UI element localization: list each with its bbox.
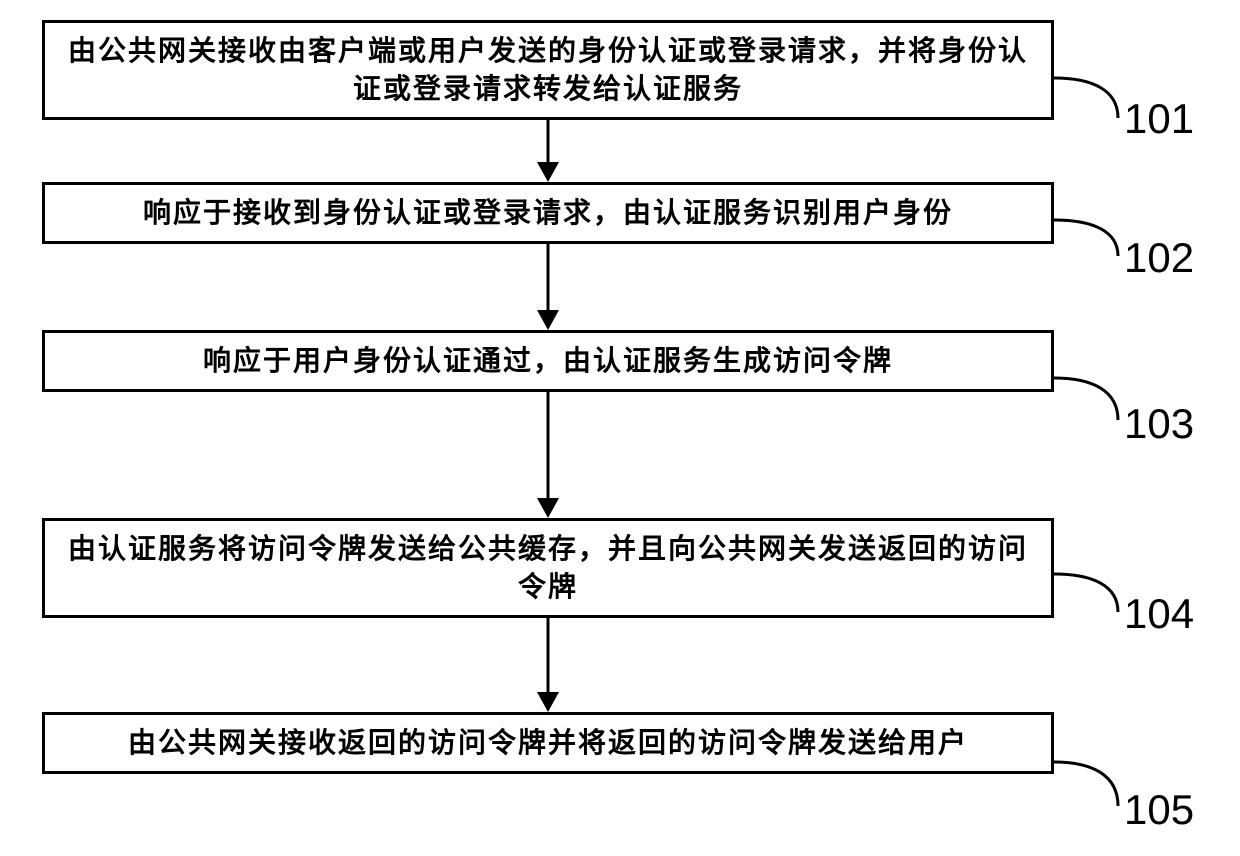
flow-node-n1: 由公共网关接收由客户端或用户发送的身份认证或登录请求，并将身份认证或登录请求转发… bbox=[42, 20, 1054, 120]
callout-n3 bbox=[1050, 374, 1122, 424]
callout-n5 bbox=[1050, 758, 1122, 810]
arrow-n3-n4 bbox=[528, 392, 568, 518]
flow-label-101: 101 bbox=[1124, 95, 1194, 143]
flow-node-n2: 响应于接收到身份认证或登录请求，由认证服务识别用户身份 bbox=[42, 182, 1054, 244]
flow-node-text-n2: 响应于接收到身份认证或登录请求，由认证服务识别用户身份 bbox=[143, 194, 953, 232]
arrow-n2-n3 bbox=[528, 244, 568, 330]
flow-node-n3: 响应于用户身份认证通过，由认证服务生成访问令牌 bbox=[42, 330, 1054, 392]
arrow-n1-n2 bbox=[528, 120, 568, 182]
flow-node-text-n1: 由公共网关接收由客户端或用户发送的身份认证或登录请求，并将身份认证或登录请求转发… bbox=[65, 32, 1031, 108]
flow-label-105: 105 bbox=[1124, 786, 1194, 834]
arrow-n4-n5 bbox=[528, 618, 568, 712]
callout-n4 bbox=[1050, 570, 1122, 616]
callout-n2 bbox=[1050, 216, 1122, 260]
flow-label-104: 104 bbox=[1124, 590, 1194, 638]
flow-node-text-n4: 由认证服务将访问令牌发送给公共缓存，并且向公共网关发送返回的访问令牌 bbox=[65, 530, 1031, 606]
flow-node-n5: 由公共网关接收返回的访问令牌并将返回的访问令牌发送给用户 bbox=[42, 712, 1054, 774]
callout-n1 bbox=[1050, 74, 1122, 122]
flow-label-102: 102 bbox=[1124, 234, 1194, 282]
flow-node-n4: 由认证服务将访问令牌发送给公共缓存，并且向公共网关发送返回的访问令牌 bbox=[42, 518, 1054, 618]
flowchart-container: 由公共网关接收由客户端或用户发送的身份认证或登录请求，并将身份认证或登录请求转发… bbox=[0, 0, 1240, 856]
flow-node-text-n5: 由公共网关接收返回的访问令牌并将返回的访问令牌发送给用户 bbox=[128, 724, 968, 762]
flow-label-103: 103 bbox=[1124, 400, 1194, 448]
flow-node-text-n3: 响应于用户身份认证通过，由认证服务生成访问令牌 bbox=[203, 342, 893, 380]
